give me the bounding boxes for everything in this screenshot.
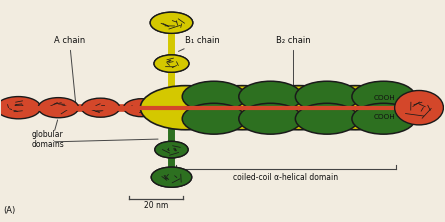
Ellipse shape	[307, 85, 348, 111]
Ellipse shape	[352, 103, 415, 134]
Ellipse shape	[352, 81, 415, 112]
Ellipse shape	[250, 105, 291, 130]
Text: (A): (A)	[3, 206, 15, 215]
Ellipse shape	[182, 81, 246, 112]
Ellipse shape	[396, 91, 442, 124]
Ellipse shape	[363, 85, 404, 111]
Text: COOH: COOH	[374, 114, 396, 120]
Ellipse shape	[150, 12, 193, 33]
Ellipse shape	[215, 87, 269, 129]
Ellipse shape	[215, 87, 269, 129]
Ellipse shape	[124, 99, 160, 117]
Ellipse shape	[295, 103, 359, 134]
Ellipse shape	[159, 87, 212, 129]
Ellipse shape	[328, 87, 382, 129]
Ellipse shape	[395, 91, 443, 125]
Ellipse shape	[272, 87, 325, 129]
Ellipse shape	[155, 141, 188, 158]
Ellipse shape	[182, 103, 246, 134]
Text: COOH: COOH	[374, 95, 396, 101]
Ellipse shape	[151, 167, 192, 187]
Ellipse shape	[363, 105, 404, 130]
Ellipse shape	[239, 81, 302, 112]
Ellipse shape	[239, 103, 302, 134]
Text: B₁ chain: B₁ chain	[178, 36, 220, 51]
Ellipse shape	[197, 86, 287, 130]
Ellipse shape	[310, 86, 400, 130]
Ellipse shape	[38, 98, 79, 118]
Ellipse shape	[328, 87, 382, 129]
Text: B₂ chain: B₂ chain	[276, 36, 311, 92]
Text: 20 nm: 20 nm	[144, 201, 168, 210]
Ellipse shape	[154, 55, 189, 72]
Text: globular
domains: globular domains	[32, 130, 65, 149]
Ellipse shape	[295, 81, 359, 112]
Ellipse shape	[150, 12, 193, 33]
Text: A chain: A chain	[54, 36, 85, 105]
Ellipse shape	[81, 98, 120, 117]
Ellipse shape	[154, 55, 189, 72]
Ellipse shape	[151, 167, 192, 187]
Ellipse shape	[272, 87, 325, 129]
Ellipse shape	[159, 87, 212, 129]
Ellipse shape	[155, 141, 188, 158]
Ellipse shape	[307, 105, 348, 130]
Text: coiled-coil α-helical domain: coiled-coil α-helical domain	[233, 173, 338, 182]
Ellipse shape	[250, 85, 291, 111]
Ellipse shape	[193, 105, 235, 130]
Ellipse shape	[140, 86, 231, 130]
Ellipse shape	[0, 97, 41, 119]
Ellipse shape	[254, 86, 344, 130]
Ellipse shape	[193, 85, 235, 111]
